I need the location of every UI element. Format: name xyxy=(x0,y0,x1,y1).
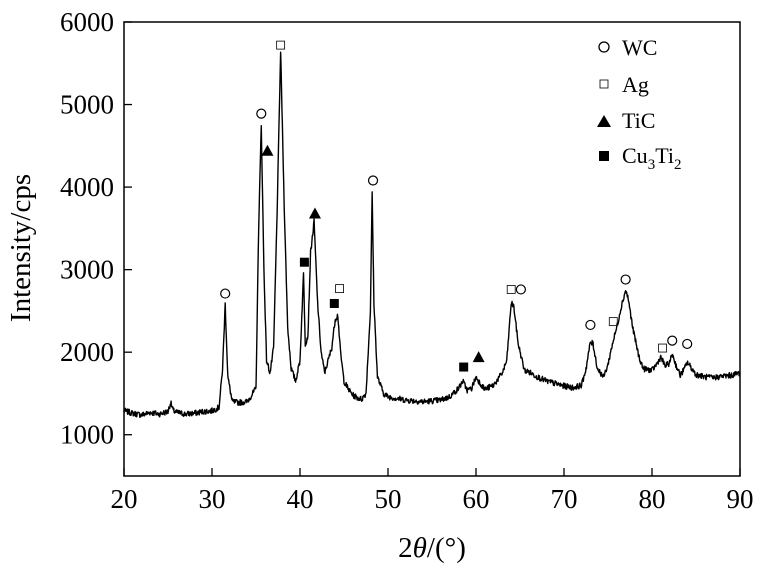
x-axis-title-variable: θ xyxy=(413,532,427,564)
wc-peak-marker xyxy=(585,319,596,331)
legend-label-tic: TiC xyxy=(622,108,655,133)
filled-square-icon xyxy=(599,151,609,161)
x-tick-label: 20 xyxy=(111,484,138,514)
legend-label-ag: Ag xyxy=(622,72,649,97)
y-tick-label: 4000 xyxy=(60,172,114,202)
ag-peak-marker xyxy=(608,317,618,327)
wc-peak-marker xyxy=(367,175,379,186)
cu3ti2-peak-marker xyxy=(329,298,339,308)
legend-label-ti: Ti xyxy=(655,143,674,168)
y-axis-title: Intensity/cps xyxy=(5,174,37,322)
x-tick-label: 50 xyxy=(375,484,402,514)
wc-peak-marker xyxy=(220,288,231,299)
x-axis-title-unit: /(°) xyxy=(427,532,466,564)
wc-peak-marker xyxy=(515,284,526,295)
cu3ti2-peak-marker xyxy=(459,362,469,372)
y-tick-label: 3000 xyxy=(60,255,114,285)
x-tick-label: 60 xyxy=(463,484,490,514)
x-tick-label: 90 xyxy=(727,484,754,514)
y-tick-label: 1000 xyxy=(60,420,114,450)
legend-label-cu: Cu xyxy=(622,143,648,168)
y-tick-label: 5000 xyxy=(60,90,114,120)
plot-frame xyxy=(123,21,741,477)
legend-label-wc: WC xyxy=(622,35,657,60)
axes: 20 30 40 50 60 70 80 90 1000 2000 3000 4000 5000 6000 xyxy=(60,7,754,514)
open-square-icon xyxy=(599,79,609,89)
wc-peak-marker xyxy=(667,335,678,346)
open-circle-icon xyxy=(598,41,610,53)
legend-label-sub-3: 3 xyxy=(648,157,656,173)
wc-peak-marker xyxy=(256,108,267,119)
filled-triangle-icon xyxy=(597,115,611,127)
plot-border xyxy=(123,21,741,477)
legend-item-cu3ti2: Cu3Ti2 xyxy=(599,143,681,173)
wc-peak-marker xyxy=(682,338,693,350)
x-tick-label: 40 xyxy=(287,484,314,514)
y-tick-label: 6000 xyxy=(60,7,114,37)
y-tick-label: 2000 xyxy=(60,337,114,367)
x-tick-label: 80 xyxy=(639,484,666,514)
legend-item-tic: TiC xyxy=(597,108,655,133)
legend-item-ag: Ag xyxy=(599,72,649,97)
tic-peak-marker xyxy=(261,144,274,156)
x-tick-label: 30 xyxy=(199,484,226,514)
xrd-pattern-line-0 xyxy=(123,51,741,418)
x-axis-title: 2θ/(°) xyxy=(398,532,466,564)
ag-peak-marker xyxy=(506,285,516,294)
tic-peak-marker xyxy=(472,351,485,363)
x-axis-title-prefix: 2 xyxy=(398,532,413,564)
cu3ti2-peak-marker xyxy=(299,257,309,267)
ag-peak-marker xyxy=(335,284,345,294)
legend-label-cu3ti2: Cu3Ti2 xyxy=(622,143,681,173)
wc-peak-marker xyxy=(620,274,631,285)
ag-peak-marker xyxy=(276,40,286,50)
peak-markers xyxy=(220,40,693,372)
ag-peak-marker xyxy=(658,343,667,353)
series-layer xyxy=(123,51,741,418)
tic-peak-marker xyxy=(308,207,321,219)
legend-label-sub-2: 2 xyxy=(674,157,682,173)
legend-item-wc: WC xyxy=(598,35,657,60)
legend: WC Ag TiC Cu3Ti2 xyxy=(597,35,681,173)
x-tick-label: 70 xyxy=(551,484,578,514)
